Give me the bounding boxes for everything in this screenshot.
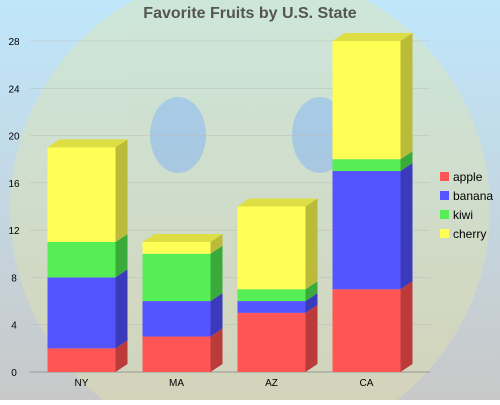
legend-item-kiwi: kiwi [440, 208, 473, 222]
bar-segment-cherry-AZ [237, 198, 318, 290]
legend-swatch [440, 191, 449, 200]
bars [47, 33, 413, 372]
bar-front-cherry-NY [47, 147, 116, 242]
bar-side-cherry-AZ [305, 198, 318, 290]
bar-segment-banana-NY [47, 269, 128, 349]
bar-front-banana-NY [47, 277, 116, 349]
bar-segment-banana-AZ [237, 293, 318, 313]
bar-top-CA [332, 33, 413, 41]
legend-swatch [440, 172, 449, 181]
bar-front-kiwi-CA [332, 159, 401, 172]
bar-segment-apple-CA [332, 281, 413, 372]
bar-side-kiwi-NY [115, 233, 128, 278]
bar-front-kiwi-NY [47, 241, 116, 278]
bar-side-apple-MA [210, 328, 223, 372]
bar-segment-apple-MA [142, 328, 223, 372]
y-tick-label: 12 [8, 226, 20, 237]
bar-front-banana-CA [332, 171, 401, 290]
bar-side-kiwi-MA [210, 245, 223, 302]
bar-front-kiwi-MA [142, 253, 211, 302]
bar-segment-banana-MA [142, 293, 223, 337]
bar-segment-apple-AZ [237, 304, 318, 372]
bar-side-apple-NY [115, 340, 128, 372]
legend-swatch [440, 210, 449, 219]
bar-top-MA [142, 233, 223, 242]
bar-top-NY [47, 139, 128, 148]
x-tick-label: CA [360, 378, 374, 389]
bar-side-kiwi-AZ [305, 281, 318, 302]
bar-segment-cherry-CA [332, 33, 413, 160]
chart-title: Favorite Fruits by U.S. State [143, 5, 356, 22]
bar-segment-kiwi-AZ [237, 281, 318, 302]
y-tick-label: 0 [11, 368, 17, 379]
tick-labels: 0 4 8 12 16 20 24 28 NY MA AZ CA [8, 37, 373, 389]
bar-front-cherry-CA [332, 41, 401, 160]
bar-side-apple-CA [400, 281, 413, 372]
bar-segment-cherry-MA [142, 233, 223, 254]
bar-side-banana-MA [210, 293, 223, 337]
legend-label: apple [453, 170, 483, 184]
bar-side-apple-AZ [305, 304, 318, 372]
bar-front-banana-AZ [237, 301, 306, 313]
bar-top-AZ [237, 198, 318, 207]
bar-front-apple-AZ [237, 312, 306, 372]
bar-segment-cherry-NY [47, 139, 128, 242]
bar-front-cherry-MA [142, 241, 211, 254]
legend: apple banana kiwi cherry [440, 170, 493, 241]
y-tick-label: 8 [11, 273, 17, 284]
legend-label: banana [453, 189, 493, 203]
bar-front-apple-CA [332, 289, 401, 372]
bar-segment-apple-NY [47, 340, 128, 372]
legend-item-apple: apple [440, 170, 483, 184]
y-tick-label: 24 [8, 84, 20, 95]
y-tick-label: 28 [8, 37, 20, 48]
bar-front-banana-MA [142, 301, 211, 337]
legend-item-banana: banana [440, 189, 493, 203]
bar-segment-kiwi-NY [47, 233, 128, 278]
bar-side-banana-NY [115, 269, 128, 349]
y-tick-label: 20 [8, 132, 20, 143]
bar-side-kiwi-CA [400, 151, 413, 172]
legend-item-cherry: cherry [440, 227, 486, 241]
smiley-left-eye [150, 97, 206, 173]
bar-front-kiwi-AZ [237, 289, 306, 302]
bar-segment-kiwi-CA [332, 151, 413, 172]
legend-label: cherry [453, 227, 486, 241]
y-tick-label: 16 [8, 179, 20, 190]
bar-side-cherry-MA [210, 233, 223, 254]
bar-front-apple-MA [142, 336, 211, 372]
x-tick-label: MA [169, 378, 184, 389]
bar-front-cherry-AZ [237, 206, 306, 290]
bar-segment-banana-CA [332, 163, 413, 290]
x-tick-label: AZ [265, 378, 278, 389]
bar-segment-kiwi-MA [142, 245, 223, 302]
bar-side-cherry-CA [400, 33, 413, 160]
legend-label: kiwi [453, 208, 473, 222]
y-tick-label: 4 [11, 321, 17, 332]
bar-side-banana-CA [400, 163, 413, 290]
bar-front-apple-NY [47, 348, 116, 372]
legend-swatch [440, 229, 449, 238]
x-tick-label: NY [75, 378, 89, 389]
bar-side-cherry-NY [115, 139, 128, 242]
bar-side-banana-AZ [305, 293, 318, 313]
